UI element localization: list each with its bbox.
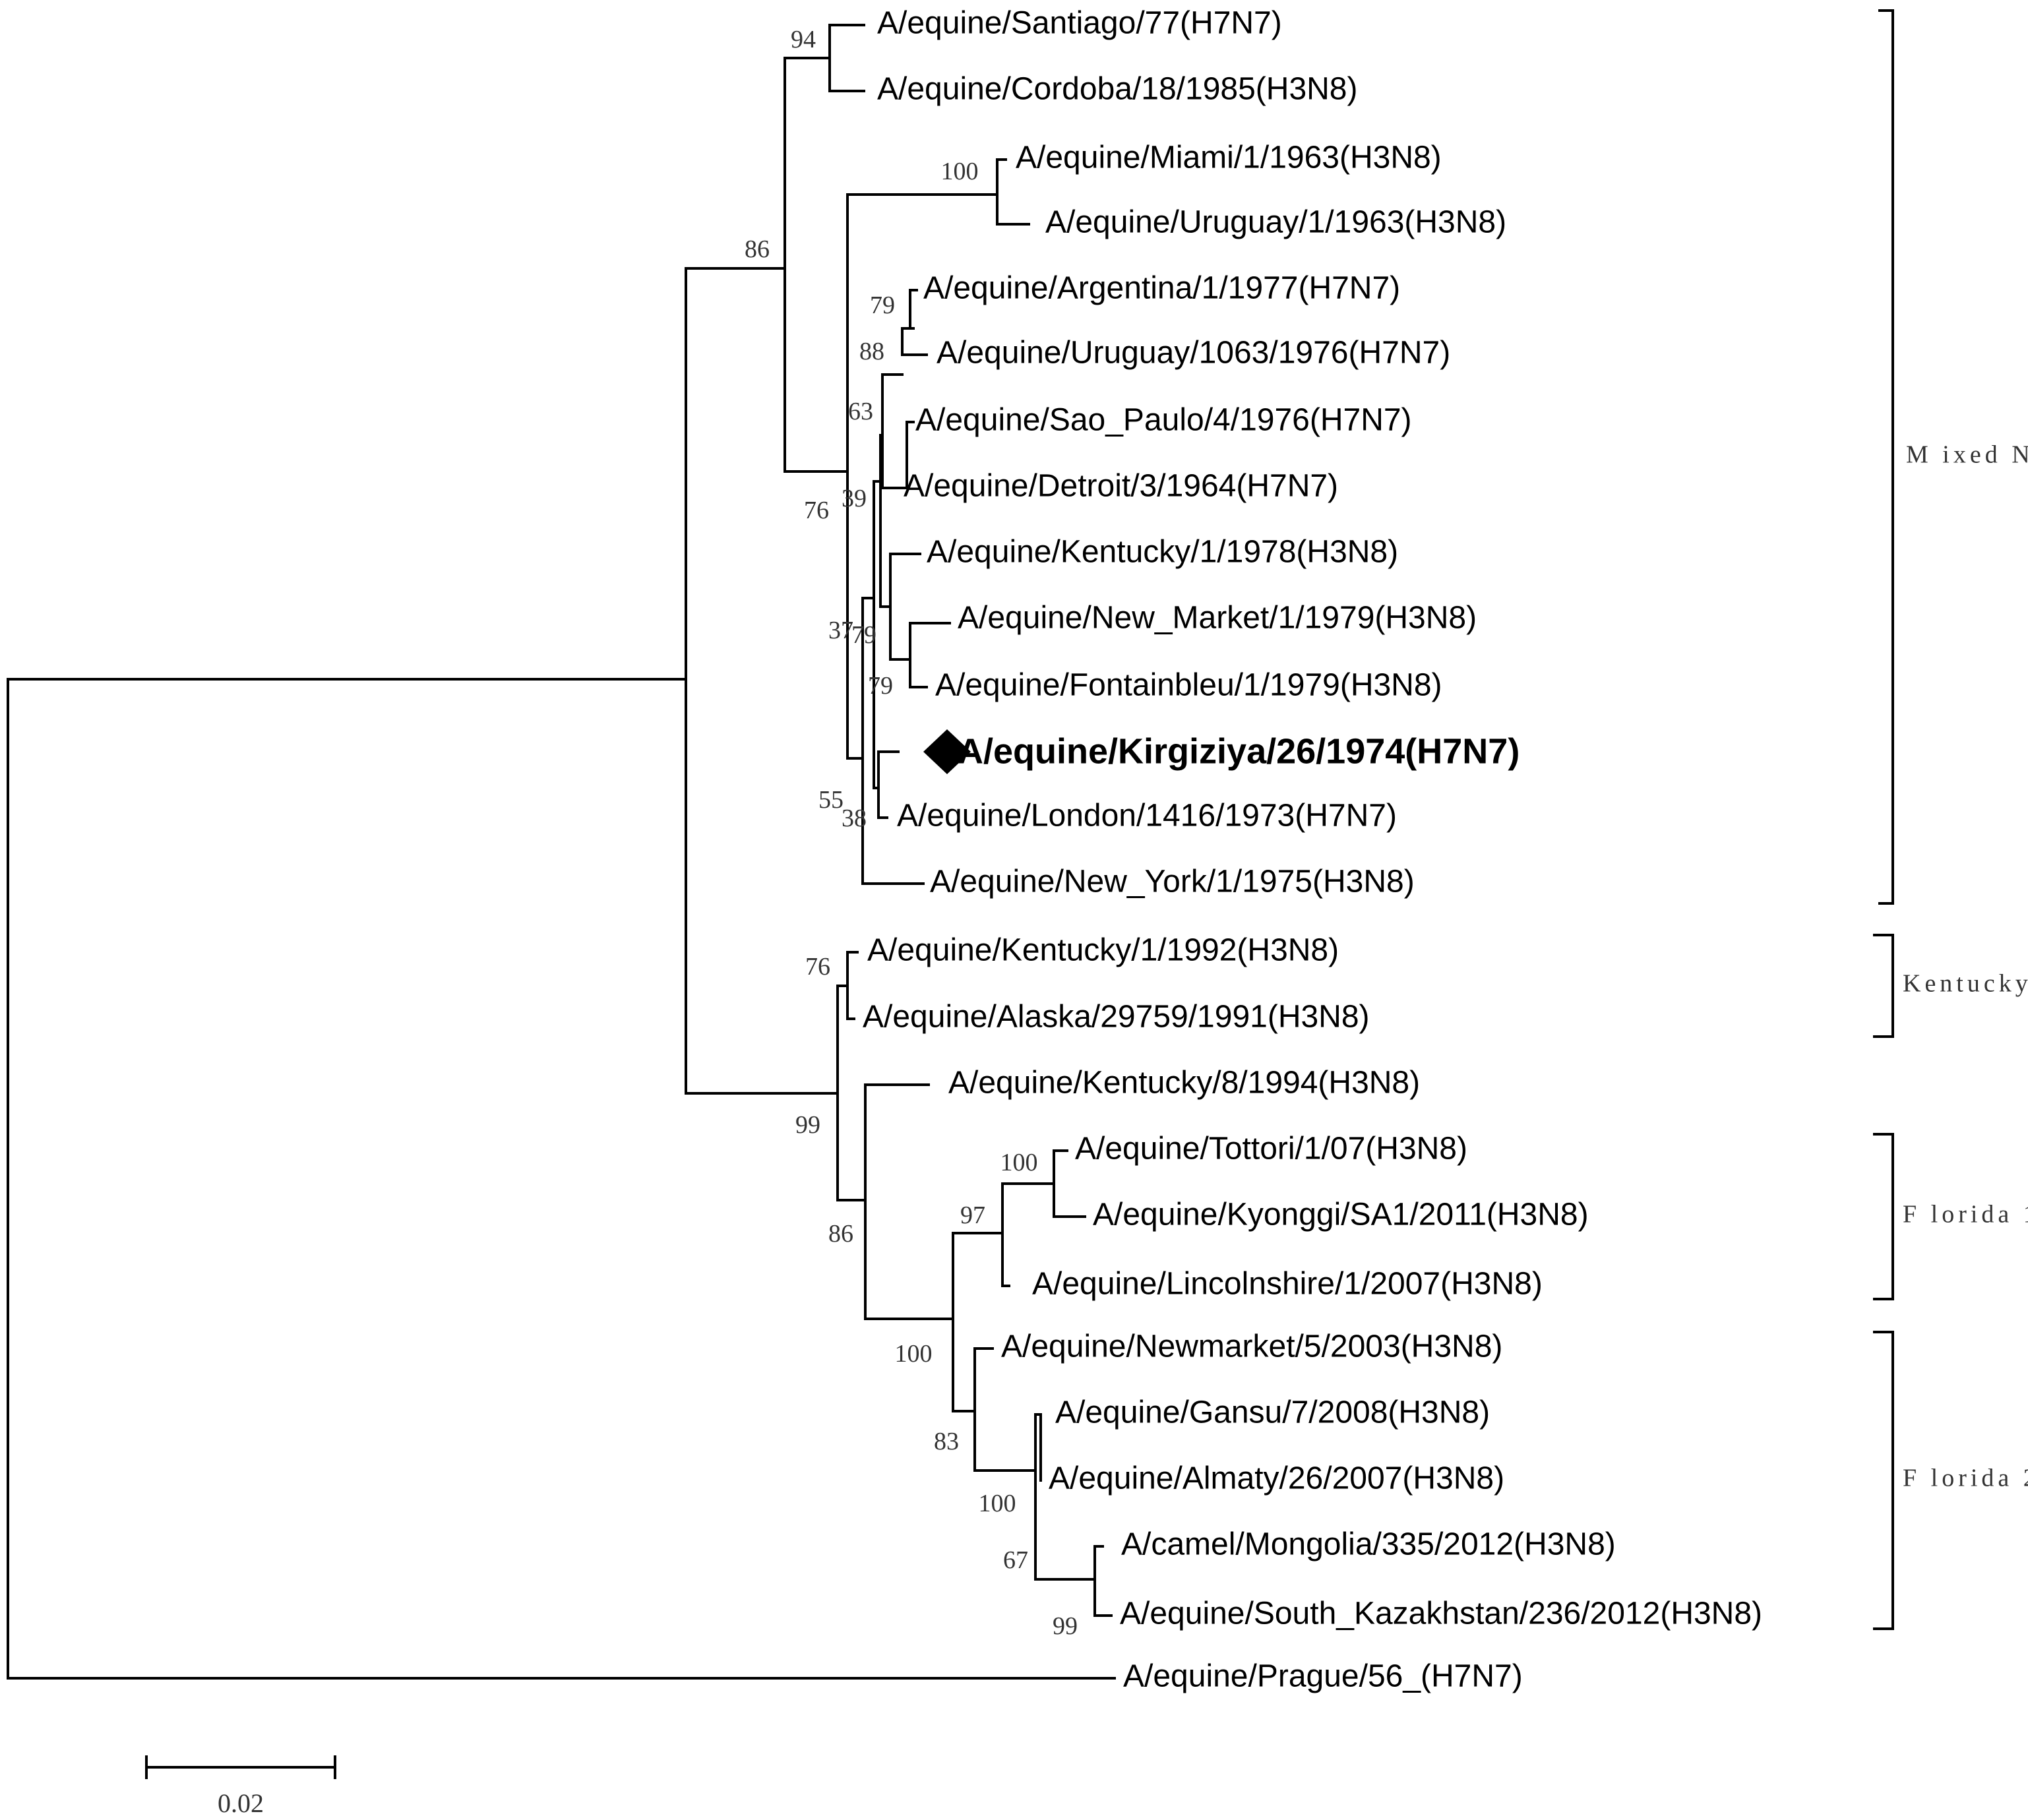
branch-newmarket-fontainbleu	[909, 622, 951, 688]
clade-bracket-kentucky	[1873, 934, 1894, 1038]
bootstrap-value: 86	[745, 235, 770, 263]
branch-argentina	[909, 289, 928, 356]
bootstrap-value: 79	[870, 291, 895, 319]
leaf-label: A/equine/Almaty/26/2007(H3N8)	[1049, 1461, 1504, 1496]
branch-tottori	[1053, 1149, 1086, 1218]
diamond-marker-icon	[923, 729, 971, 774]
leaf-label: A/camel/Mongolia/335/2012(H3N8)	[1121, 1527, 1616, 1562]
leaf-label: A/equine/Fontainbleu/1/1979(H3N8)	[935, 668, 1442, 703]
clade-bracket-florida-1	[1873, 1133, 1894, 1300]
bootstrap-value: 88	[859, 338, 884, 365]
bootstrap-value: 67	[1003, 1546, 1028, 1574]
branch-miami-uruguay	[996, 158, 1030, 226]
branch-kentucky78-group	[889, 553, 921, 661]
clade-bracket-florida-2	[1873, 1331, 1894, 1630]
branch-florida-2	[973, 1347, 1037, 1472]
bootstrap-value: 99	[1053, 1612, 1078, 1640]
bootstrap-value: 83	[934, 1428, 959, 1455]
leaf-label: A/equine/Uruguay/1063/1976(H7N7)	[937, 336, 1450, 371]
leaf-label: A/equine/Tottori/1/07(H3N8)	[1075, 1132, 1467, 1167]
leaf-label: A/equine/Kentucky/1/1978(H3N8)	[927, 535, 1398, 570]
leaf-label: A/equine/Alaska/29759/1991(H3N8)	[863, 1000, 1370, 1035]
bootstrap-value: 79	[851, 621, 876, 649]
tree-branches	[7, 24, 1116, 1680]
leaf-label: A/equine/South_Kazakhstan/236/2012(H3N8)	[1120, 1596, 1762, 1631]
leaf-labels: A/equine/Santiago/77(H7N7) A/equine/Cord…	[863, 6, 1762, 1694]
leaf-label: A/equine/Kentucky/1/1992(H3N8)	[867, 933, 1339, 968]
leaf-label: A/equine/New_York/1/1975(H3N8)	[930, 864, 1415, 899]
leaf-label: A/equine/Newmarket/5/2003(H3N8)	[1001, 1329, 1502, 1364]
leaf-label: A/equine/Detroit/3/1964(H7N7)	[904, 469, 1338, 504]
leaf-label: A/equine/Sao_Paulo/4/1976(H7N7)	[915, 403, 1412, 438]
scale-bar-line	[145, 1755, 336, 1779]
branch-kentucky-clade	[846, 951, 859, 1020]
bootstrap-value: 94	[791, 26, 816, 53]
bootstrap-value: 76	[804, 497, 829, 524]
branch-kentucky-florida	[836, 985, 867, 1201]
scale-bar: 0.02	[145, 1755, 336, 1818]
leaf-label-highlighted: A/equine/Kirgiziya/26/1974(H7N7)	[958, 731, 1520, 771]
bootstrap-value: 39	[842, 485, 867, 512]
leaf-label: A/equine/Lincolnshire/1/2007(H3N8)	[1032, 1267, 1543, 1302]
clade-label: F lorida 1	[1903, 1201, 2028, 1228]
bootstrap-values: 94 86 100 79 88 63 39 76 37 79 79 55 38 …	[745, 26, 1078, 1640]
bootstrap-value: 55	[818, 786, 844, 814]
branch-76s-clade	[861, 597, 925, 885]
bootstrap-value: 37	[828, 617, 853, 644]
leaf-label: A/equine/Gansu/7/2008(H3N8)	[1055, 1395, 1490, 1430]
leaf-label: A/equine/Kentucky/8/1994(H3N8)	[948, 1066, 1420, 1101]
leaf-label: A/equine/New_Market/1/1979(H3N8)	[958, 601, 1477, 636]
leaf-label: A/equine/Santiago/77(H7N7)	[877, 6, 1282, 41]
clade-brackets: M ixed NP Kentucky F lorida 1 F lorida 2	[1873, 9, 2028, 1630]
branch-mixed-np	[784, 57, 849, 473]
clade-label: Kentucky	[1903, 970, 2028, 998]
bootstrap-value: 99	[795, 1111, 820, 1139]
leaf-label: A/equine/London/1416/1973(H7N7)	[897, 799, 1397, 834]
leaf-label: A/equine/Miami/1/1963(H3N8)	[1016, 140, 1442, 175]
branch-florida-1	[952, 1232, 1004, 1412]
bootstrap-value: 86	[828, 1220, 853, 1248]
bootstrap-value: 63	[848, 398, 873, 425]
leaf-label: A/equine/Argentina/1/1977(H7N7)	[923, 271, 1400, 306]
branch-sao-paulo-group	[881, 373, 908, 489]
branch-santiago-cordoba	[828, 24, 865, 92]
leaf-label: A/equine/Cordoba/18/1985(H3N8)	[877, 72, 1357, 107]
bootstrap-value: 100	[941, 158, 979, 185]
bootstrap-value: 76	[805, 953, 830, 981]
branch-kirgiziya-london	[877, 750, 900, 819]
leaf-label: A/equine/Prague/56_(H7N7)	[1123, 1659, 1523, 1694]
bootstrap-value: 100	[979, 1490, 1016, 1517]
clade-label: F lorida 2	[1903, 1465, 2028, 1492]
branch-ingroup	[685, 267, 839, 1095]
branch-florida	[864, 1083, 954, 1320]
scale-bar-label: 0.02	[218, 1788, 264, 1818]
clade-label: M ixed NP	[1906, 441, 2028, 469]
branch-root	[7, 678, 1116, 1680]
bootstrap-value: 38	[842, 804, 867, 832]
bootstrap-value: 100	[895, 1340, 933, 1368]
leaf-label: A/equine/Uruguay/1/1963(H3N8)	[1045, 205, 1506, 240]
bootstrap-value: 100	[1000, 1149, 1038, 1176]
branch-tottori-kyonggi	[1001, 1182, 1055, 1287]
clade-bracket-mixed-np	[1878, 9, 1894, 905]
leaf-label: A/equine/Kyonggi/SA1/2011(H3N8)	[1093, 1198, 1589, 1232]
branch-sao-paulo	[906, 421, 915, 489]
branch-argentina-uruguay	[901, 327, 920, 356]
branch-mixed-inner	[846, 193, 999, 760]
branch-camel-kazakh	[1093, 1545, 1113, 1617]
bootstrap-value: 97	[960, 1201, 985, 1229]
bootstrap-value: 79	[868, 672, 893, 700]
branch-gansu-group	[1034, 1413, 1096, 1581]
